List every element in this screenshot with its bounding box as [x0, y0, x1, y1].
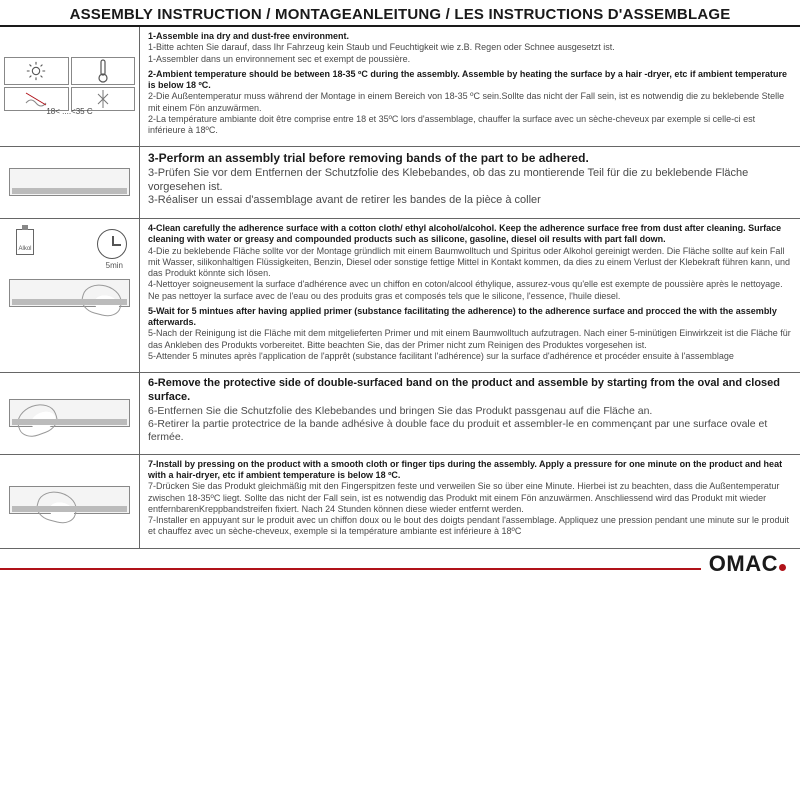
- page-title: ASSEMBLY INSTRUCTION / MONTAGEANLEITUNG …: [0, 0, 800, 27]
- step-7-fr: 7-Installer en appuyant sur le produit a…: [148, 515, 792, 538]
- footer: OMAC: [0, 549, 800, 577]
- step-7-de: 7-Drücken Sie das Produkt gleichmäßig mi…: [148, 481, 792, 515]
- step-4-fr: 4-Nettoyer soigneusement la surface d'ad…: [148, 279, 792, 302]
- section-2: 3-Perform an assembly trial before remov…: [0, 147, 800, 219]
- sun-icon: [4, 57, 69, 85]
- footer-accent-bar: [0, 568, 701, 570]
- brand-logo: OMAC: [709, 551, 786, 577]
- step-2-fr: 2-La température ambiante doit être comp…: [148, 114, 792, 137]
- illus-4: [0, 373, 140, 454]
- illus-1: 18< ....<35 C: [0, 27, 140, 146]
- hand-peel-icon: [13, 399, 61, 441]
- illus-2: [0, 147, 140, 218]
- peel-rail-icon: [7, 391, 132, 441]
- clock-label: 5min: [106, 261, 123, 270]
- step-1: 1-Assemble ina dry and dust-free environ…: [148, 31, 792, 65]
- step-2-en: 2-Ambient temperature should be between …: [148, 69, 792, 92]
- content-2: 3-Perform an assembly trial before remov…: [140, 147, 800, 218]
- step-3-fr: 3-Réaliser un essai d'assemblage avant d…: [148, 194, 792, 208]
- section-3: Alkol 5min 4-Clean carefully the adheren…: [0, 219, 800, 373]
- step-6-en: 6-Remove the protective side of double-s…: [148, 377, 792, 405]
- step-7-en: 7-Install by pressing on the product wit…: [148, 459, 792, 482]
- clock-icon: [97, 229, 127, 259]
- step-1-de: 1-Bitte achten Sie darauf, dass Ihr Fahr…: [148, 42, 792, 53]
- brand-logo-dot-icon: [779, 564, 786, 571]
- step-6: 6-Remove the protective side of double-s…: [148, 377, 792, 444]
- step-5-de: 5-Nach der Reinigung ist die Fläche mit …: [148, 328, 792, 351]
- env-icons: [4, 57, 135, 105]
- content-3: 4-Clean carefully the adherence surface …: [140, 219, 800, 372]
- illus-3: Alkol 5min: [0, 219, 140, 372]
- temp-range-label: 18< ....<35 C: [46, 107, 92, 116]
- step-4: 4-Clean carefully the adherence surface …: [148, 223, 792, 302]
- section-1: 18< ....<35 C 1-Assemble ina dry and dus…: [0, 27, 800, 147]
- content-4: 6-Remove the protective side of double-s…: [140, 373, 800, 454]
- content-5: 7-Install by pressing on the product wit…: [140, 455, 800, 548]
- step-5: 5-Wait for 5 mintues after having applie…: [148, 306, 792, 362]
- section-5: 7-Install by pressing on the product wit…: [0, 455, 800, 549]
- step-1-en: 1-Assemble ina dry and dust-free environ…: [148, 31, 792, 42]
- step-3: 3-Perform an assembly trial before remov…: [148, 151, 792, 208]
- step-5-en: 5-Wait for 5 mintues after having applie…: [148, 306, 792, 329]
- step-3-en: 3-Perform an assembly trial before remov…: [148, 151, 792, 167]
- step-4-de: 4-Die zu beklebende Fläche sollte vor de…: [148, 246, 792, 280]
- brand-logo-text: OMAC: [709, 551, 778, 576]
- step-6-de: 6-Entfernen Sie die Schutzfolie des Kleb…: [148, 405, 792, 418]
- step-3-de: 3-Prüfen Sie vor dem Entfernen der Schut…: [148, 167, 792, 195]
- step-5-fr: 5-Attender 5 minutes après l'application…: [148, 351, 792, 362]
- section-4: 6-Remove the protective side of double-s…: [0, 373, 800, 455]
- wipe-rail-icon: [7, 271, 132, 321]
- press-rail-icon: [7, 478, 132, 528]
- illus-5: [0, 455, 140, 548]
- step-1-fr: 1-Assembler dans un environnement sec et…: [148, 54, 792, 65]
- step-2-de: 2-Die Außentemperatur muss während der M…: [148, 91, 792, 114]
- step-7: 7-Install by pressing on the product wit…: [148, 459, 792, 538]
- alcohol-bottle-icon: Alkol: [16, 229, 34, 255]
- trial-fit-icon: [7, 160, 132, 210]
- hand-wipe-icon: [79, 280, 125, 319]
- content-1: 1-Assemble ina dry and dust-free environ…: [140, 27, 800, 146]
- hand-press-icon: [34, 488, 80, 527]
- step-4-en: 4-Clean carefully the adherence surface …: [148, 223, 792, 246]
- thermometer-icon: [71, 57, 136, 85]
- step-6-fr: 6-Retirer la partie protectrice de la ba…: [148, 418, 792, 444]
- step-2: 2-Ambient temperature should be between …: [148, 69, 792, 137]
